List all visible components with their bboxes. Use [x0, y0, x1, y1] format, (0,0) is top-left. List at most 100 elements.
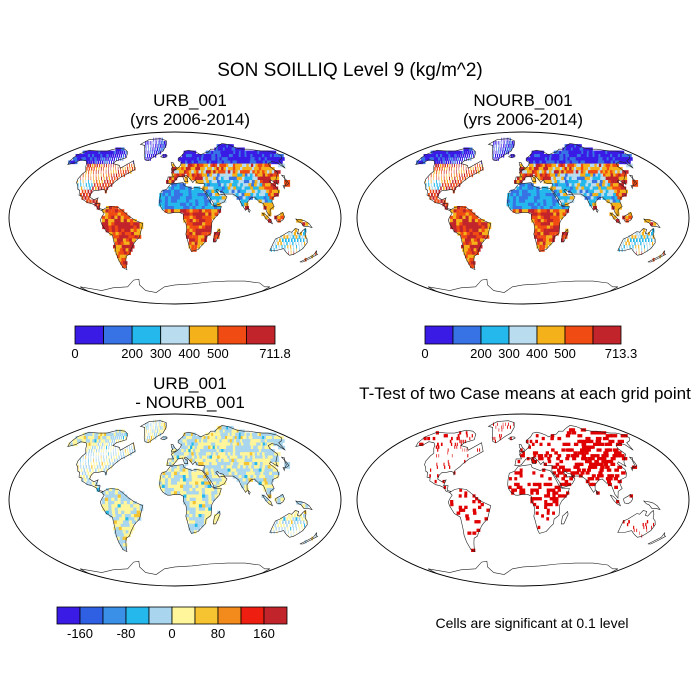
coastline-newzealand — [647, 250, 667, 263]
coastline-uk — [518, 444, 525, 453]
coastline-madagascar — [560, 228, 569, 243]
coastline-newzealand — [299, 532, 319, 545]
colorbar-swatch — [102, 606, 127, 625]
colorbar-swatch — [217, 325, 247, 345]
colorbar-swatch — [188, 325, 219, 345]
coastline-africa — [159, 182, 222, 252]
coastline-madagascar — [560, 510, 569, 525]
colorbar-swatch — [148, 606, 173, 625]
colorbar-tick-label: 711.8 — [259, 346, 291, 361]
panel-title-urb: URB_001 (yrs 2006-2014) — [40, 91, 340, 129]
colorbar-tick-label: -160 — [66, 626, 94, 641]
coastline-newguinea — [294, 500, 313, 511]
panel-title-urb-line1: URB_001 — [153, 91, 227, 110]
coastline-australia — [617, 227, 656, 256]
colorbar-nourb — [424, 325, 622, 345]
colorbar-tick-label: -80 — [116, 626, 136, 641]
panel-title-nourb-line1: NOURB_001 — [473, 91, 573, 110]
colorbar-diff — [56, 606, 288, 625]
panel-title-nourb: NOURB_001 (yrs 2006-2014) — [373, 91, 673, 129]
coastline-japan — [281, 456, 290, 472]
coastline-uk — [170, 162, 177, 171]
colorbar-swatch — [56, 606, 81, 625]
coastline-namerica — [415, 147, 484, 211]
coastline-madagascar — [212, 510, 221, 525]
coastline-namerica — [67, 429, 136, 493]
panel-title-ttest-line1: T-Test of two Case means at each grid po… — [359, 384, 691, 403]
panel-title-diff-line2: - NOURB_001 — [135, 393, 245, 412]
coastline-iceland — [507, 154, 516, 159]
coastline-sri — [595, 207, 599, 213]
coastline-iceland — [159, 154, 168, 159]
coastline-greenland — [139, 138, 167, 162]
colorbar-tick-label: 500 — [206, 346, 229, 361]
coastline-africa — [159, 464, 222, 534]
coastline-madagascar — [212, 228, 221, 243]
panel-title-diff: URB_001 - NOURB_001 — [40, 374, 340, 412]
coastline-sri — [595, 489, 599, 495]
coastline-japan — [629, 456, 638, 472]
map-border — [356, 413, 690, 587]
colorbar-tick-label: 0 — [168, 626, 176, 641]
coastline-samerica — [447, 206, 492, 271]
colorbar-swatch — [240, 606, 265, 625]
colorbar-swatch — [245, 325, 276, 345]
colorbar-tick-label: 200 — [121, 346, 143, 361]
colorbar-swatch — [592, 325, 622, 345]
colorbar-swatch — [263, 606, 288, 625]
colorbar-tick-label: 0 — [71, 346, 79, 361]
colorbar-swatch — [508, 325, 538, 345]
colorbar-swatch — [564, 325, 594, 345]
panel-title-diff-line1: URB_001 — [153, 374, 227, 393]
colorbar-nourb-labels: 0 200 300 400 500 713.3 — [421, 346, 637, 362]
colorbar-tick-label: 0 — [421, 346, 429, 361]
coastline-namerica — [67, 147, 136, 211]
coastline-antarctica — [427, 278, 619, 304]
coastline-antarctica — [427, 560, 619, 586]
colorbar-swatch — [74, 325, 105, 345]
coastline-borneo — [623, 493, 634, 505]
colorbar-tick-label: 400 — [178, 346, 201, 361]
colorbar-tick-label: 500 — [554, 346, 576, 361]
colorbar-tick-label: 200 — [470, 346, 492, 361]
colorbar-swatch — [480, 325, 510, 345]
colorbar-tick-label: 713.3 — [604, 346, 638, 361]
colorbar-swatch — [536, 325, 566, 345]
colorbar-urb — [74, 325, 276, 345]
colorbar-tick-label: 160 — [253, 626, 275, 641]
coastline-newguinea — [294, 218, 313, 229]
significance-note: Cells are significant at 0.1 level — [435, 615, 629, 631]
coastline-greenland — [487, 420, 515, 444]
coastline-iceland — [507, 436, 516, 441]
coastline-japan — [281, 174, 290, 190]
coastline-uk — [170, 444, 177, 453]
coastline-borneo — [275, 493, 286, 505]
coastline-sumatra — [609, 212, 621, 225]
coastline-sri — [247, 489, 251, 495]
map-ttest — [356, 413, 690, 587]
coastline-africa — [507, 182, 570, 252]
colorbar-swatch — [452, 325, 482, 345]
colorbar-tick-label: 300 — [149, 346, 172, 361]
colorbar-tick-label: 400 — [526, 346, 548, 361]
coastline-greenland — [139, 420, 167, 444]
colorbar-swatch — [131, 325, 162, 345]
colorbar-swatch — [103, 325, 133, 345]
coastline-newzealand — [647, 532, 667, 545]
coastline-namerica — [415, 429, 484, 493]
coastline-newguinea — [642, 218, 661, 229]
coastline-eurasia — [514, 143, 634, 217]
coastline-sumatra — [609, 494, 621, 507]
colorbar-swatch — [79, 606, 104, 625]
coastline-sumatra — [261, 212, 273, 225]
coastline-samerica — [447, 488, 492, 553]
coastline-eurasia — [514, 425, 634, 499]
colorbar-tick-label: 300 — [498, 346, 520, 361]
colorbar-swatch — [424, 325, 454, 345]
colorbar-swatch — [217, 606, 242, 625]
panel-title-urb-line2: (yrs 2006-2014) — [129, 110, 250, 129]
coastline-australia — [269, 227, 308, 256]
map-border — [8, 413, 342, 587]
coastline-uk — [518, 162, 525, 171]
coastline-eurasia — [166, 143, 286, 217]
